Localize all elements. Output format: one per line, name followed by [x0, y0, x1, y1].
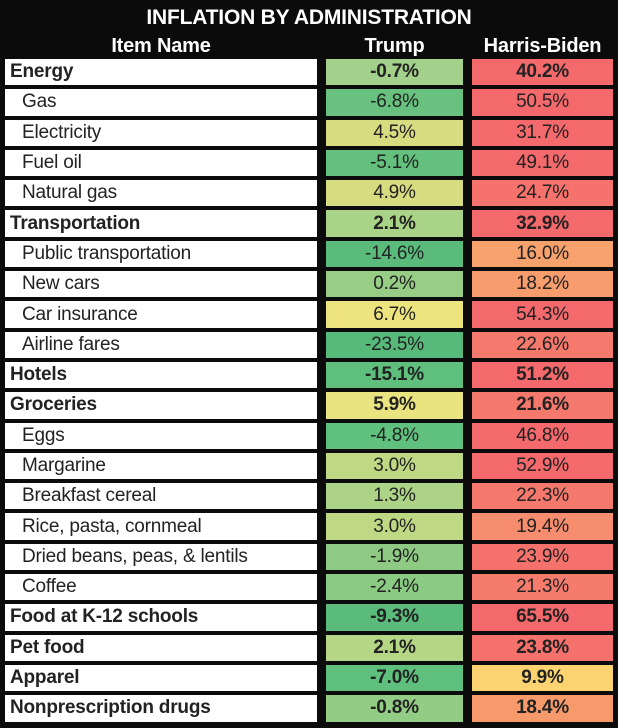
harris-biden-value-cell: 9.9%	[472, 664, 613, 692]
harris-biden-value-cell: 32.9%	[472, 210, 613, 237]
harris-biden-value-cell: 54.3%	[472, 301, 613, 328]
trump-value-cell: -1.9%	[326, 543, 463, 571]
harris-biden-value-cell: 22.6%	[472, 331, 613, 358]
harris-biden-value-cell: 19.4%	[472, 513, 613, 540]
harris-biden-value-cell: 52.9%	[472, 452, 613, 480]
trump-value-cell: -4.8%	[326, 422, 463, 449]
item-cell: Breakfast cereal	[5, 483, 317, 510]
item-cell: Eggs	[5, 422, 317, 449]
trump-value-cell: -5.1%	[326, 149, 463, 177]
item-cell: Fuel oil	[5, 149, 317, 177]
trump-value-cell: -15.1%	[326, 361, 463, 389]
item-cell: Hotels	[5, 361, 317, 389]
trump-value-cell: 5.9%	[326, 392, 463, 419]
item-cell: Gas	[5, 89, 317, 116]
table-header: Item Name Trump Harris-Biden	[0, 33, 618, 59]
trump-value-cell: -23.5%	[326, 331, 463, 358]
harris-biden-value-cell: 16.0%	[472, 240, 613, 268]
trump-value-cell: -0.7%	[326, 59, 463, 86]
item-cell: New cars	[5, 271, 317, 298]
trump-value-cell: -6.8%	[326, 89, 463, 116]
harris-biden-value-cell: 31.7%	[472, 119, 613, 146]
trump-value-cell: -14.6%	[326, 240, 463, 268]
harris-biden-value-cell: 21.3%	[472, 574, 613, 601]
harris-biden-value-cell: 50.5%	[472, 89, 613, 116]
item-cell: Pet food	[5, 634, 317, 661]
harris-biden-value-cell: 24.7%	[472, 180, 613, 207]
trump-value-cell: -7.0%	[326, 664, 463, 692]
trump-value-cell: 0.2%	[326, 271, 463, 298]
trump-value-cell: 3.0%	[326, 513, 463, 540]
trump-value-cell: 2.1%	[326, 634, 463, 661]
harris-biden-value-cell: 49.1%	[472, 149, 613, 177]
item-cell: Electricity	[5, 119, 317, 146]
item-cell: Natural gas	[5, 180, 317, 207]
trump-value-cell: 3.0%	[326, 452, 463, 480]
column-header-harris-biden: Harris-Biden	[483, 34, 602, 57]
harris-biden-value-cell: 22.3%	[472, 483, 613, 510]
harris-biden-value-cell: 21.6%	[472, 392, 613, 419]
trump-value-cell: 6.7%	[326, 301, 463, 328]
column-header-trump: Trump	[364, 34, 425, 57]
item-cell: Airline fares	[5, 331, 317, 358]
item-cell: Public transportation	[5, 240, 317, 268]
item-cell: Coffee	[5, 574, 317, 601]
item-cell: Car insurance	[5, 301, 317, 328]
item-cell: Food at K-12 schools	[5, 604, 317, 631]
item-cell: Energy	[5, 59, 317, 86]
item-cell: Rice, pasta, cornmeal	[5, 513, 317, 540]
trump-value-cell: -0.8%	[326, 695, 463, 722]
harris-biden-value-cell: 23.8%	[472, 634, 613, 661]
item-cell: Nonprescription drugs	[5, 695, 317, 722]
harris-biden-value-cell: 40.2%	[472, 59, 613, 86]
harris-biden-value-cell: 18.2%	[472, 271, 613, 298]
trump-value-cell: 2.1%	[326, 210, 463, 237]
trump-value-cell: 1.3%	[326, 483, 463, 510]
harris-biden-value-cell: 46.8%	[472, 422, 613, 449]
item-cell: Dried beans, peas, & lentils	[5, 543, 317, 571]
item-cell: Margarine	[5, 452, 317, 480]
harris-biden-value-cell: 65.5%	[472, 604, 613, 631]
page-title: INFLATION BY ADMINISTRATION	[146, 5, 472, 29]
harris-biden-value-cell: 18.4%	[472, 695, 613, 722]
column-header-item-name: Item Name	[111, 34, 211, 57]
item-cell: Groceries	[5, 392, 317, 419]
trump-value-cell: 4.5%	[326, 119, 463, 146]
trump-value-cell: 4.9%	[326, 180, 463, 207]
inflation-table: Energy -0.7% 40.2% Gas -6.8% 50.5% Electricity…	[0, 59, 618, 727]
harris-biden-value-cell: 23.9%	[472, 543, 613, 571]
trump-value-cell: -2.4%	[326, 574, 463, 601]
harris-biden-value-cell: 51.2%	[472, 361, 613, 389]
trump-value-cell: -9.3%	[326, 604, 463, 631]
item-cell: Apparel	[5, 664, 317, 692]
item-cell: Transportation	[5, 210, 317, 237]
